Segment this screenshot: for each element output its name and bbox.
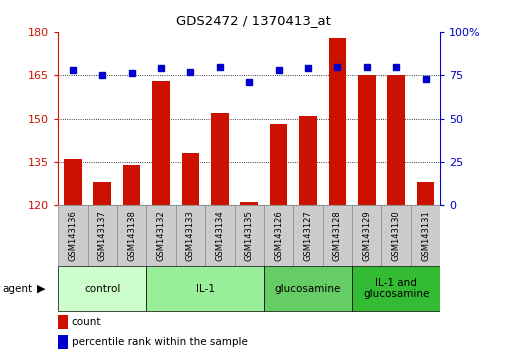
- Bar: [328, 38, 345, 205]
- FancyBboxPatch shape: [205, 205, 234, 266]
- Text: GSM143129: GSM143129: [362, 210, 371, 261]
- Bar: [357, 75, 375, 205]
- FancyBboxPatch shape: [351, 205, 381, 266]
- Bar: [386, 75, 404, 205]
- Text: GSM143137: GSM143137: [97, 210, 107, 261]
- FancyBboxPatch shape: [351, 267, 439, 310]
- Text: GSM143131: GSM143131: [420, 210, 429, 261]
- Bar: [64, 159, 81, 205]
- FancyBboxPatch shape: [322, 205, 351, 266]
- FancyBboxPatch shape: [146, 267, 264, 310]
- FancyBboxPatch shape: [293, 205, 322, 266]
- Text: GSM143134: GSM143134: [215, 210, 224, 261]
- Text: GSM143132: GSM143132: [156, 210, 165, 261]
- Text: GSM143133: GSM143133: [185, 210, 194, 261]
- FancyBboxPatch shape: [58, 267, 146, 310]
- Text: IL-1 and
glucosamine: IL-1 and glucosamine: [362, 278, 428, 299]
- Bar: [269, 124, 287, 205]
- FancyBboxPatch shape: [381, 205, 410, 266]
- Bar: [58, 315, 68, 329]
- Bar: [93, 182, 111, 205]
- FancyBboxPatch shape: [175, 205, 205, 266]
- Text: glucosamine: glucosamine: [274, 284, 340, 293]
- Bar: [211, 113, 228, 205]
- Text: GSM143130: GSM143130: [391, 210, 400, 261]
- Text: GDS2472 / 1370413_at: GDS2472 / 1370413_at: [175, 14, 330, 27]
- Text: control: control: [84, 284, 120, 293]
- Text: count: count: [71, 317, 101, 327]
- FancyBboxPatch shape: [410, 205, 439, 266]
- Bar: [416, 182, 433, 205]
- FancyBboxPatch shape: [87, 205, 117, 266]
- Text: GSM143135: GSM143135: [244, 210, 253, 261]
- Text: ▶: ▶: [37, 284, 45, 293]
- Text: GSM143138: GSM143138: [127, 210, 136, 261]
- FancyBboxPatch shape: [264, 205, 293, 266]
- FancyBboxPatch shape: [58, 205, 87, 266]
- FancyBboxPatch shape: [117, 205, 146, 266]
- Text: GSM143126: GSM143126: [274, 210, 282, 261]
- Text: GSM143127: GSM143127: [303, 210, 312, 261]
- FancyBboxPatch shape: [146, 205, 175, 266]
- Bar: [181, 153, 199, 205]
- Text: agent: agent: [3, 284, 33, 293]
- Text: percentile rank within the sample: percentile rank within the sample: [71, 337, 247, 347]
- FancyBboxPatch shape: [264, 267, 351, 310]
- Bar: [123, 165, 140, 205]
- Text: GSM143128: GSM143128: [332, 210, 341, 261]
- Text: IL-1: IL-1: [195, 284, 214, 293]
- Bar: [58, 335, 68, 348]
- Text: GSM143136: GSM143136: [68, 210, 77, 261]
- Bar: [298, 116, 316, 205]
- Bar: [152, 81, 170, 205]
- Bar: [240, 202, 258, 205]
- FancyBboxPatch shape: [234, 205, 264, 266]
